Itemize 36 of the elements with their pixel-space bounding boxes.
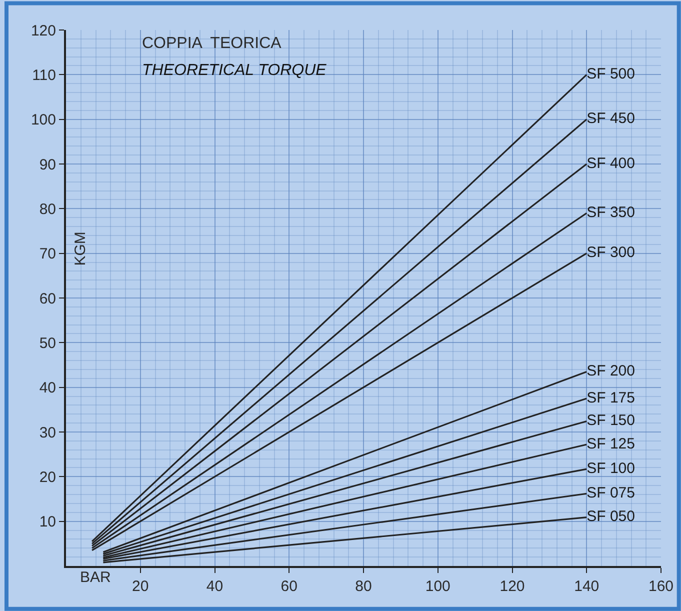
- text: THEORETICAL TORQUE: [142, 62, 327, 79]
- chart-title: COPPIA TEORICA: [142, 35, 282, 52]
- series-label: SF 175: [586, 389, 636, 406]
- x-tick-label: 120: [500, 578, 525, 595]
- series-label: SF 450: [586, 110, 636, 128]
- y-tick-label: 40: [39, 380, 56, 397]
- x-tick-label: 40: [206, 578, 224, 595]
- y-tick-label: 60: [39, 290, 56, 308]
- y-tick-label: 70: [39, 246, 56, 263]
- series-label: SF 075: [586, 484, 636, 502]
- x-tick-label: 140: [574, 578, 600, 595]
- series-label: SF 350: [586, 204, 636, 221]
- x-tick-label: 20: [132, 578, 149, 595]
- x-tick-label: 160: [648, 578, 674, 595]
- y-tick-label: 90: [39, 156, 56, 174]
- series-label: SF 400: [586, 154, 636, 172]
- series-label: SF 500: [586, 65, 636, 82]
- series-label: SF 200: [586, 362, 636, 380]
- y-tick-label: 10: [39, 514, 56, 531]
- series-label: SF 100: [586, 460, 636, 477]
- y-tick-label: 110: [32, 66, 56, 84]
- x-axis-title: BAR: [80, 569, 112, 586]
- y-tick-label: 30: [39, 424, 56, 442]
- y-tick-label: 100: [30, 112, 56, 129]
- y-tick-label: 50: [39, 334, 56, 352]
- x-tick-label: 60: [280, 578, 298, 595]
- y-axis-title: KGM: [72, 232, 90, 266]
- y-tick-label: 20: [39, 468, 56, 486]
- series-label: SF 150: [586, 412, 636, 430]
- x-tick-label: 80: [355, 578, 372, 595]
- x-tick-label: 100: [425, 578, 450, 595]
- y-tick-label: 120: [30, 22, 56, 40]
- series-label: SF 125: [586, 435, 636, 452]
- series-label: SF 050: [586, 508, 636, 526]
- series-label: SF 300: [586, 244, 636, 262]
- y-tick-label: 80: [39, 200, 56, 218]
